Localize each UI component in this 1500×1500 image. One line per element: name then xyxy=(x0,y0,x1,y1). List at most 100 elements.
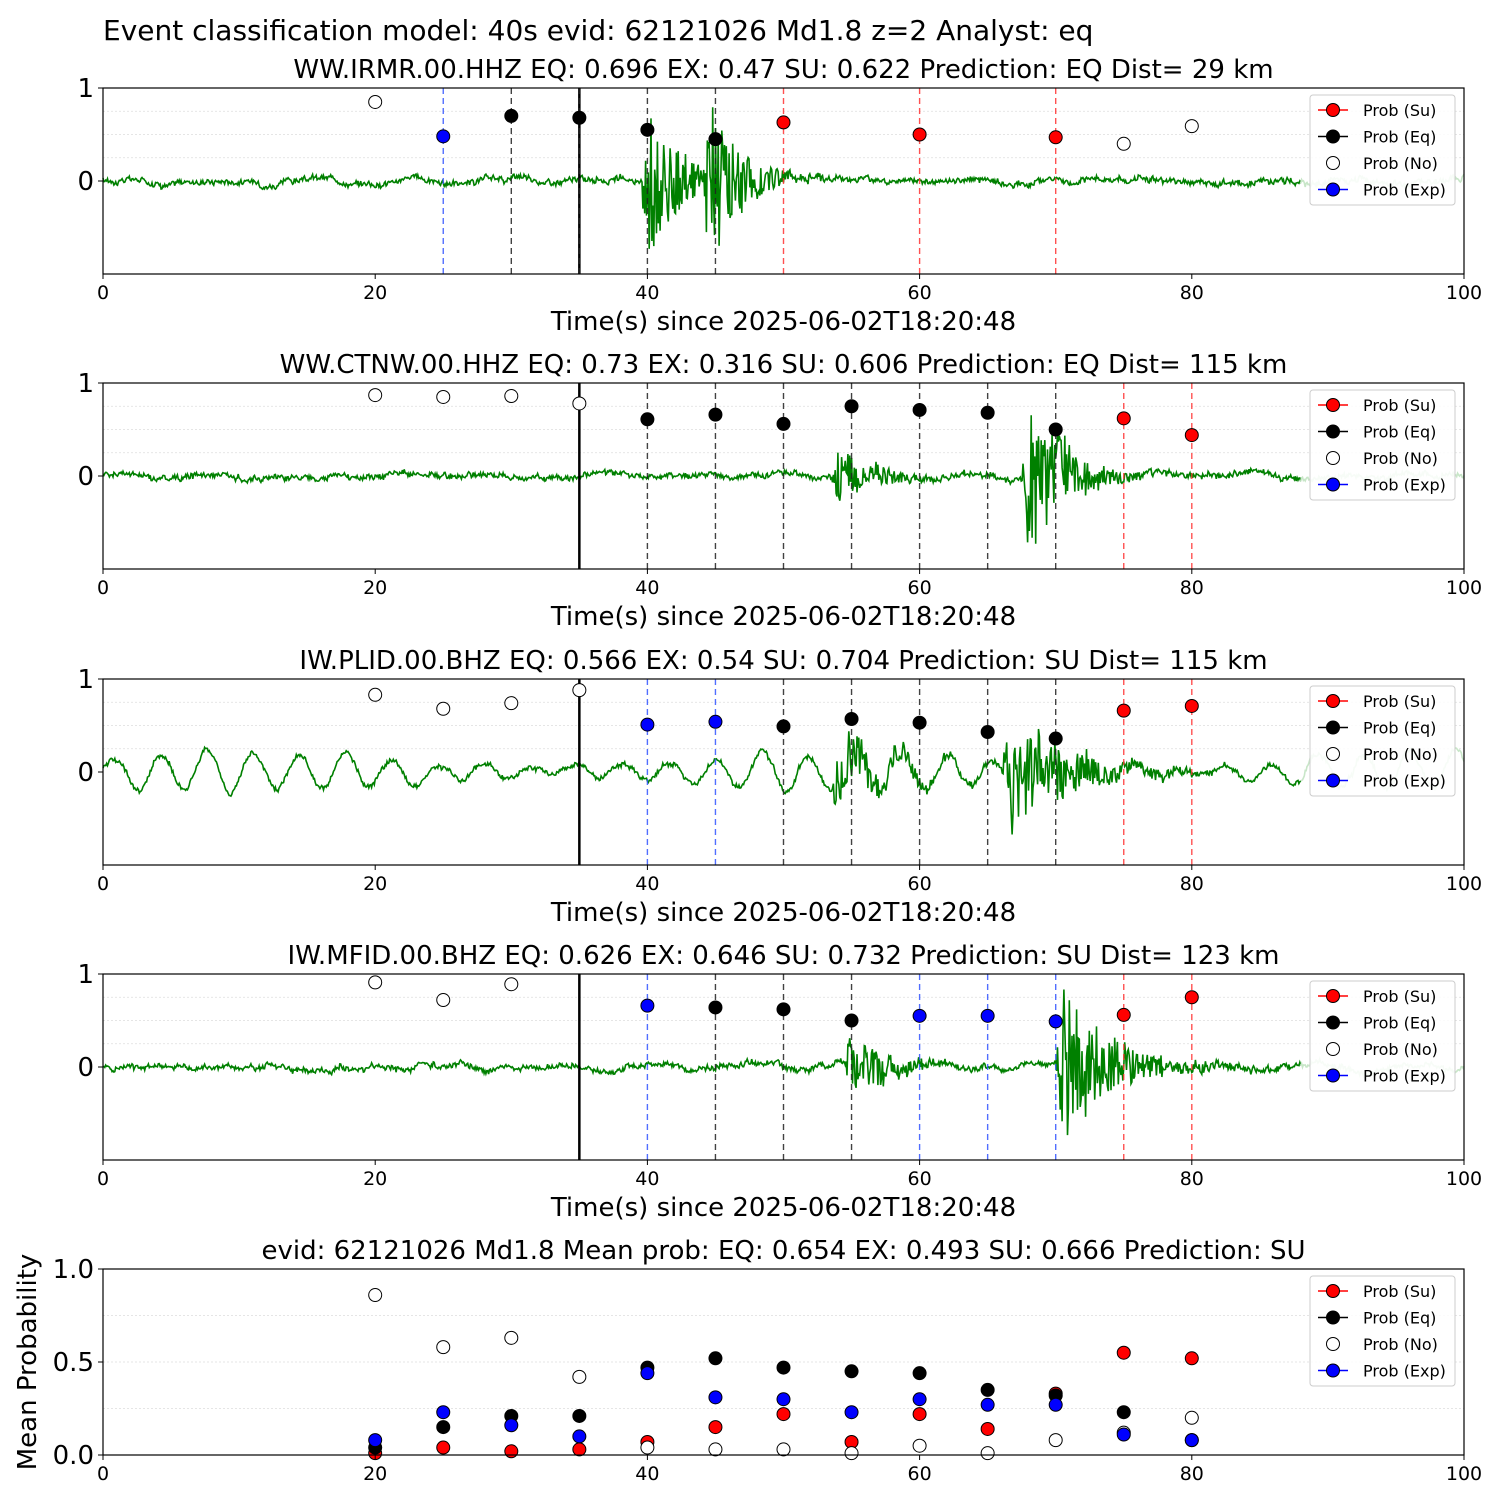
legend: Prob (Su) Prob (Eq) Prob (No) Prob (Exp) xyxy=(1309,980,1456,1092)
legend-label: Prob (No) xyxy=(1363,1040,1438,1059)
legend-marker-eq xyxy=(1326,1310,1340,1325)
marker-no xyxy=(368,388,383,403)
legend-marker-su xyxy=(1326,398,1340,412)
marker-no xyxy=(572,396,587,411)
x-tick-label: 40 xyxy=(635,1168,659,1190)
marker-exp xyxy=(708,714,723,729)
x-axis-label: Time(s) since 2025-06-02T18:20:48 xyxy=(550,898,1016,928)
legend-label: Prob (No) xyxy=(1363,154,1438,173)
y-tick-label: 1 xyxy=(77,369,94,399)
panel-5: evid: 62121026 Md1.8 Mean prob: EQ: 0.65… xyxy=(13,1236,1482,1485)
marker-eq xyxy=(640,122,655,137)
marker-eq xyxy=(776,1002,791,1017)
marker-no xyxy=(436,993,451,1008)
x-tick-label: 40 xyxy=(635,577,659,599)
x-tick-label: 100 xyxy=(1446,577,1482,599)
marker-no xyxy=(980,1446,995,1461)
seismogram-trace xyxy=(102,728,1302,835)
x-tick-label: 80 xyxy=(1180,1168,1204,1190)
marker-no xyxy=(504,389,519,404)
legend-marker-su xyxy=(1326,989,1340,1003)
marker-exp xyxy=(368,1433,383,1448)
marker-no xyxy=(504,696,519,711)
legend: Prob (Su) Prob (Eq) Prob (No) Prob (Exp) xyxy=(1309,389,1456,501)
legend-marker-eq xyxy=(1326,129,1340,144)
legend-box xyxy=(1309,685,1456,797)
marker-exp xyxy=(912,1008,927,1023)
legend-marker-no xyxy=(1326,1042,1340,1056)
x-tick-label: 0 xyxy=(97,1168,109,1190)
marker-no xyxy=(504,1330,519,1345)
marker-su xyxy=(1184,1351,1199,1366)
marker-su xyxy=(1048,130,1063,145)
marker-su xyxy=(1184,428,1199,443)
marker-no xyxy=(640,1440,655,1455)
marker-exp xyxy=(844,1405,859,1420)
legend-marker-exp xyxy=(1326,1068,1340,1083)
marker-eq xyxy=(776,719,791,734)
legend-label: Prob (Su) xyxy=(1363,692,1436,711)
legend-label: Prob (Eq) xyxy=(1363,1309,1436,1328)
legend-label: Prob (Exp) xyxy=(1363,1362,1446,1381)
marker-exp xyxy=(640,998,655,1013)
marker-eq xyxy=(980,1382,995,1397)
legend-marker-eq xyxy=(1326,1015,1340,1030)
legend-label: Prob (Exp) xyxy=(1363,772,1446,791)
figure-title: Event classification model: 40s evid: 62… xyxy=(103,14,1093,47)
legend-label: Prob (No) xyxy=(1363,745,1438,764)
x-tick-label: 60 xyxy=(908,1463,932,1485)
legend-label: Prob (Exp) xyxy=(1363,476,1446,495)
marker-exp xyxy=(504,1418,519,1433)
y-axis-label: Mean Probability xyxy=(13,1254,43,1471)
marker-su xyxy=(776,1407,791,1422)
marker-eq xyxy=(912,715,927,730)
marker-exp xyxy=(1048,1014,1063,1029)
marker-su xyxy=(912,127,927,142)
marker-no xyxy=(708,1442,723,1457)
x-tick-label: 40 xyxy=(635,1463,659,1485)
marker-exp xyxy=(980,1397,995,1412)
x-tick-label: 60 xyxy=(908,282,932,304)
marker-eq xyxy=(844,711,859,726)
seismogram-trace xyxy=(102,989,1302,1136)
legend-label: Prob (Eq) xyxy=(1363,1014,1436,1033)
marker-eq xyxy=(572,110,587,125)
seismogram-trace xyxy=(102,107,1302,249)
legend-box xyxy=(1309,1275,1456,1387)
y-tick-label: 0 xyxy=(77,1053,94,1083)
x-axis-label: Time(s) since 2025-06-02T18:20:48 xyxy=(550,1193,1016,1223)
marker-no xyxy=(844,1446,859,1461)
marker-eq xyxy=(1048,731,1063,746)
marker-eq xyxy=(708,132,723,147)
marker-no xyxy=(368,94,383,109)
x-tick-label: 20 xyxy=(363,1463,387,1485)
y-tick-label: 0 xyxy=(77,462,94,492)
marker-exp xyxy=(1116,1427,1131,1442)
legend-label: Prob (Eq) xyxy=(1363,128,1436,147)
legend-marker-exp xyxy=(1326,182,1340,197)
marker-no xyxy=(1184,119,1199,134)
marker-su xyxy=(436,1440,451,1455)
x-tick-label: 20 xyxy=(363,282,387,304)
legend: Prob (Su) Prob (Eq) Prob (No) Prob (Exp) xyxy=(1309,94,1456,206)
marker-no xyxy=(572,1369,587,1384)
marker-no xyxy=(368,975,383,990)
marker-eq xyxy=(572,1408,587,1423)
panel-2: WW.CTNW.00.HHZ EQ: 0.73 EX: 0.316 SU: 0.… xyxy=(77,350,1482,632)
marker-exp xyxy=(436,1405,451,1420)
legend-label: Prob (Su) xyxy=(1363,101,1436,120)
panel-title: IW.MFID.00.BHZ EQ: 0.626 EX: 0.646 SU: 0… xyxy=(288,941,1280,971)
legend-marker-su xyxy=(1326,694,1340,708)
marker-exp xyxy=(776,1392,791,1407)
y-tick-label: 0.5 xyxy=(53,1348,94,1378)
x-tick-label: 20 xyxy=(363,1168,387,1190)
legend-box xyxy=(1309,389,1456,501)
marker-su xyxy=(1116,703,1131,718)
x-tick-label: 40 xyxy=(635,282,659,304)
marker-exp xyxy=(980,1008,995,1023)
marker-no xyxy=(776,1442,791,1457)
marker-eq xyxy=(912,402,927,417)
panel-title: WW.IRMR.00.HHZ EQ: 0.696 EX: 0.47 SU: 0.… xyxy=(293,55,1273,85)
legend-label: Prob (Su) xyxy=(1363,987,1436,1006)
